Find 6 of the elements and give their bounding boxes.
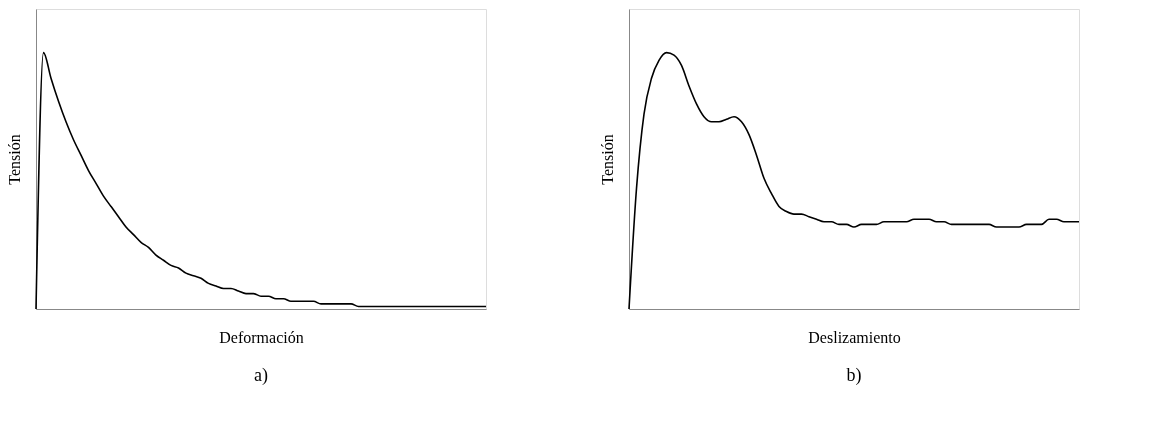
- text: a): [254, 365, 268, 386]
- text: b): [846, 365, 862, 386]
- x-axis-title: Deformación: [219, 328, 304, 346]
- y-axis-title: Tensión: [5, 134, 23, 185]
- y-axis-title: Tensión: [598, 134, 616, 185]
- x-axis-title: Deslizamiento: [808, 328, 901, 346]
